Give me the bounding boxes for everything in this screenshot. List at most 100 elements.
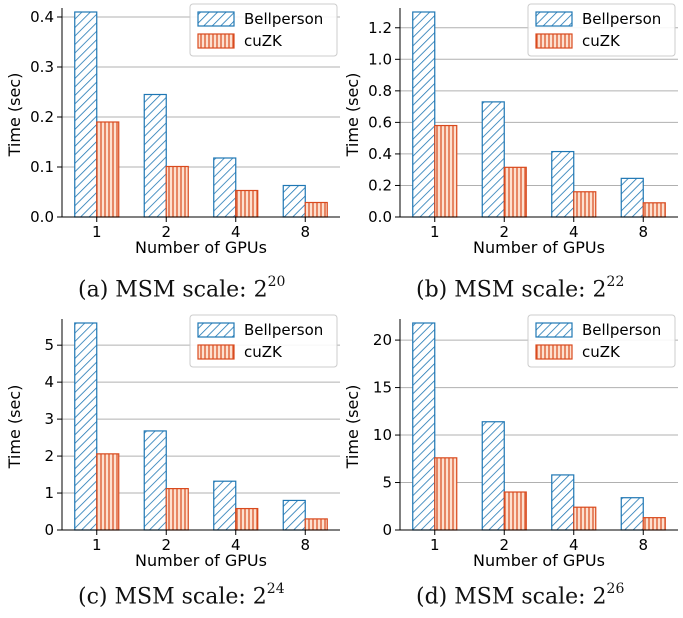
panel-c: 0 1 2 3 4 5 1 2 4 8 Number of GPUs Time (sec) Bellpe… — [5, 314, 340, 570]
xtick-label-d: 2 — [499, 536, 509, 554]
legend-d: Bellperson cuZK — [527, 314, 676, 368]
legend-swatch-d-cuzk — [535, 344, 573, 360]
ytick-label-c: 4 — [44, 373, 54, 391]
ytick-label-d: 5 — [382, 474, 392, 492]
ytick-label-c: 5 — [44, 336, 54, 354]
xtick-label-d: 1 — [430, 536, 440, 554]
legend-label-d-bellperson: Bellperson — [582, 321, 661, 339]
ytick-label-b: 1.0 — [368, 50, 392, 68]
ytick-label-b: 0.0 — [368, 208, 392, 226]
xtick-label-b: 8 — [638, 223, 648, 241]
bar-a-cuzk-2 — [165, 165, 189, 218]
xtick-label-c: 8 — [300, 536, 310, 554]
ytick-label-b: 0.2 — [368, 176, 392, 194]
caption-c-exponent: 24 — [266, 581, 285, 597]
bar-c-bellperson-2 — [143, 430, 167, 531]
x-axis-label-b: Number of GPUs — [473, 238, 605, 257]
bar-d-cuzk-4 — [573, 506, 597, 531]
bar-c-cuzk-4 — [235, 507, 259, 531]
bar-d-cuzk-8 — [642, 517, 666, 531]
ytick-label-c: 1 — [44, 484, 54, 502]
bar-c-cuzk-1 — [96, 453, 120, 531]
bar-c-bellperson-1 — [74, 322, 98, 531]
legend-swatch-c-cuzk — [197, 344, 235, 360]
bar-c-bellperson-8 — [282, 499, 306, 531]
bar-c-bellperson-4 — [213, 480, 237, 531]
legend-label-b-cuzk: cuZK — [582, 32, 621, 50]
bar-b-bellperson-2 — [481, 101, 505, 218]
ytick-label-a: 0.4 — [30, 8, 54, 26]
ytick-label-b: 0.4 — [368, 145, 392, 163]
ytick-label-b: 1.2 — [368, 19, 392, 37]
x-axis-label-a: Number of GPUs — [135, 238, 267, 257]
xtick-label-c: 1 — [92, 536, 102, 554]
legend-swatch-b-bellperson — [535, 11, 573, 27]
bar-d-cuzk-1 — [434, 457, 458, 531]
bar-b-cuzk-1 — [434, 124, 458, 218]
bar-d-bellperson-8 — [620, 497, 644, 531]
legend-a: Bellperson cuZK — [189, 3, 338, 57]
legend-swatch-d-bellperson — [535, 322, 573, 338]
bar-a-cuzk-8 — [304, 201, 328, 218]
xtick-label-d: 4 — [569, 536, 579, 554]
caption-a-exponent: 20 — [267, 274, 286, 290]
legend-c: Bellperson cuZK — [189, 314, 338, 368]
ytick-label-a: 0.1 — [30, 158, 54, 176]
ytick-label-b: 0.8 — [368, 82, 392, 100]
bar-a-cuzk-4 — [235, 189, 259, 218]
caption-b-text: (b) MSM scale: 2 — [416, 277, 607, 303]
y-axis-label-a: Time (sec) — [5, 73, 24, 158]
bar-d-bellperson-4 — [551, 474, 575, 531]
ytick-label-c: 2 — [44, 447, 54, 465]
legend-label-c-bellperson: Bellperson — [244, 321, 323, 339]
xtick-label-b: 1 — [430, 223, 440, 241]
xtick-label-a: 8 — [300, 223, 310, 241]
ytick-label-a: 0.2 — [30, 108, 54, 126]
xtick-label-b: 2 — [499, 223, 509, 241]
caption-b: (b) MSM scale: 222 — [416, 274, 625, 303]
bar-a-bellperson-1 — [74, 11, 98, 218]
bar-b-cuzk-4 — [573, 191, 597, 218]
x-axis-label-d: Number of GPUs — [473, 551, 605, 570]
ytick-label-b: 0.6 — [368, 113, 392, 131]
bar-a-bellperson-4 — [213, 157, 237, 218]
bar-c-cuzk-8 — [304, 518, 328, 531]
legend-label-d-cuzk: cuZK — [582, 343, 621, 361]
legend-swatch-a-cuzk — [197, 33, 235, 49]
bar-b-bellperson-1 — [412, 11, 436, 218]
legend-label-c-cuzk: cuZK — [244, 343, 283, 361]
bar-a-bellperson-2 — [143, 93, 167, 218]
bar-a-bellperson-8 — [282, 184, 306, 218]
legend-b: Bellperson cuZK — [527, 3, 676, 57]
bar-b-bellperson-4 — [551, 150, 575, 218]
caption-b-exponent: 22 — [606, 274, 625, 290]
bar-d-bellperson-2 — [481, 421, 505, 531]
legend-label-a-bellperson: Bellperson — [244, 10, 323, 28]
x-axis-label-c: Number of GPUs — [135, 551, 267, 570]
legend-label-a-cuzk: cuZK — [244, 32, 283, 50]
legend-swatch-c-bellperson — [197, 322, 235, 338]
panel-b: 0.0 0.2 0.4 0.6 0.8 1.0 1.2 1 2 4 8 Number of GPUs T… — [343, 3, 678, 257]
bar-d-cuzk-2 — [503, 491, 527, 531]
xtick-label-d: 8 — [638, 536, 648, 554]
ytick-label-c: 0 — [44, 521, 54, 539]
bar-a-cuzk-1 — [96, 121, 120, 218]
y-axis-label-b: Time (sec) — [343, 73, 362, 158]
y-axis-label-d: Time (sec) — [343, 385, 362, 470]
ytick-label-a: 0.3 — [30, 58, 54, 76]
caption-a-text: (a) MSM scale: 2 — [78, 277, 268, 303]
xtick-label-a: 4 — [231, 223, 241, 241]
ytick-label-d: 20 — [373, 331, 392, 349]
bar-b-bellperson-8 — [620, 177, 644, 218]
bar-b-cuzk-2 — [503, 166, 527, 218]
xtick-label-b: 4 — [569, 223, 579, 241]
panel-a: 0.0 0.1 0.2 0.3 0.4 1 2 4 8 Number of GPUs Time (s… — [5, 3, 340, 257]
caption-d: (d) MSM scale: 226 — [416, 581, 625, 609]
ytick-label-d: 10 — [373, 426, 392, 444]
ytick-label-d: 0 — [382, 521, 392, 539]
caption-d-exponent: 26 — [606, 581, 625, 597]
caption-a: (a) MSM scale: 220 — [78, 274, 286, 303]
xtick-label-a: 1 — [92, 223, 102, 241]
